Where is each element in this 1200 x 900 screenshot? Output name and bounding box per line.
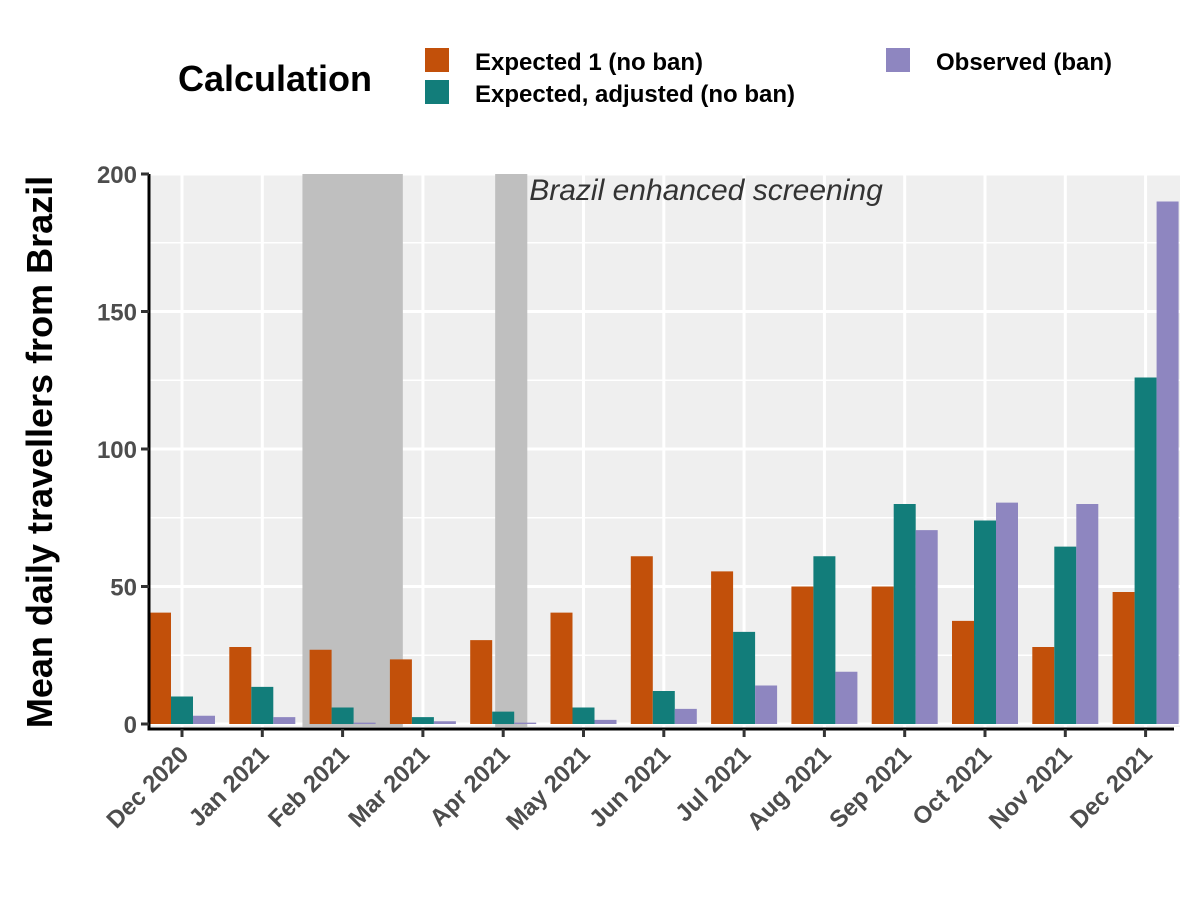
bar-1-apr-2021 — [470, 640, 493, 724]
bar-1-jul-2021 — [711, 571, 734, 724]
y-tick-label: 50 — [110, 575, 137, 602]
shaded-periods — [302, 174, 528, 727]
x-tick-label: Sep 2021 — [824, 741, 917, 834]
bar-3-jun-2021 — [674, 708, 697, 724]
bar-3-aug-2021 — [835, 671, 858, 724]
annotation-text: Brazil enhanced screening — [529, 174, 883, 207]
bar-3-mar-2021 — [433, 721, 456, 724]
y-tick-label: 200 — [97, 162, 137, 189]
y-tick-label: 100 — [97, 437, 137, 464]
bar-3-jan-2021 — [273, 717, 296, 724]
bar-2-jun-2021 — [652, 691, 675, 724]
bar-2-aug-2021 — [813, 556, 836, 724]
bar-3-may-2021 — [594, 719, 617, 724]
bars — [149, 201, 1179, 724]
bar-2-may-2021 — [572, 707, 595, 724]
legend-swatch-1 — [425, 48, 449, 72]
bar-1-may-2021 — [550, 612, 573, 724]
legend: Calculation Expected 1 (no ban) Expected,… — [178, 48, 1112, 108]
bar-1-jun-2021 — [630, 556, 653, 724]
bar-1-dec-2020 — [149, 612, 171, 724]
bar-3-feb-2021 — [353, 722, 376, 724]
bar-2-dec-2020 — [171, 696, 193, 724]
bar-1-jan-2021 — [229, 647, 252, 724]
bar-1-oct-2021 — [952, 620, 974, 724]
y-axis-title: Mean daily travellers from Brazil — [19, 176, 60, 728]
bar-2-feb-2021 — [331, 707, 354, 724]
x-tick-label: May 2021 — [501, 741, 596, 836]
bar-1-aug-2021 — [791, 586, 814, 724]
legend-label-1: Expected 1 (no ban) — [475, 49, 703, 76]
x-tick-label: Jan 2021 — [184, 741, 275, 832]
x-tick-label: Aug 2021 — [742, 741, 837, 836]
x-tick-label: Nov 2021 — [984, 741, 1078, 835]
bar-2-mar-2021 — [411, 717, 434, 724]
bar-3-dec-2021 — [1156, 201, 1179, 724]
axes — [147, 174, 1174, 731]
x-tick-label: Jun 2021 — [584, 741, 676, 833]
x-tick-label: Oct 2021 — [907, 741, 997, 831]
bar-3-dec-2020 — [193, 715, 215, 724]
bar-3-nov-2021 — [1076, 504, 1099, 724]
bar-1-mar-2021 — [389, 659, 412, 724]
y-tick-label: 0 — [124, 712, 137, 739]
bar-3-apr-2021 — [514, 722, 537, 724]
bar-2-sep-2021 — [893, 504, 916, 724]
bar-2-jan-2021 — [251, 686, 274, 724]
legend-label-2: Expected, adjusted (no ban) — [475, 81, 795, 108]
bar-3-jul-2021 — [755, 685, 778, 724]
legend-label-3: Observed (ban) — [936, 49, 1112, 76]
bar-2-oct-2021 — [974, 520, 996, 724]
x-tick-label: Dec 2021 — [1065, 741, 1158, 834]
shaded-period-1 — [302, 174, 403, 727]
bar-1-feb-2021 — [309, 649, 332, 724]
bar-2-jul-2021 — [733, 631, 756, 724]
bar-2-dec-2021 — [1134, 377, 1157, 724]
bar-3-sep-2021 — [915, 530, 938, 724]
legend-title: Calculation — [178, 58, 372, 99]
y-tick-label: 150 — [97, 300, 137, 327]
shaded-period-2 — [495, 174, 528, 727]
bar-1-dec-2021 — [1112, 592, 1135, 724]
bar-1-nov-2021 — [1032, 647, 1055, 724]
bar-2-apr-2021 — [492, 711, 515, 724]
x-tick-label: Dec 2020 — [102, 741, 195, 834]
legend-swatch-3 — [886, 48, 910, 72]
x-tick-label: Feb 2021 — [263, 741, 355, 833]
x-tick-label: Mar 2021 — [343, 741, 435, 833]
legend-swatch-2 — [425, 80, 449, 104]
bar-3-oct-2021 — [996, 502, 1018, 724]
bar-2-nov-2021 — [1054, 546, 1077, 724]
bar-1-sep-2021 — [871, 586, 894, 724]
